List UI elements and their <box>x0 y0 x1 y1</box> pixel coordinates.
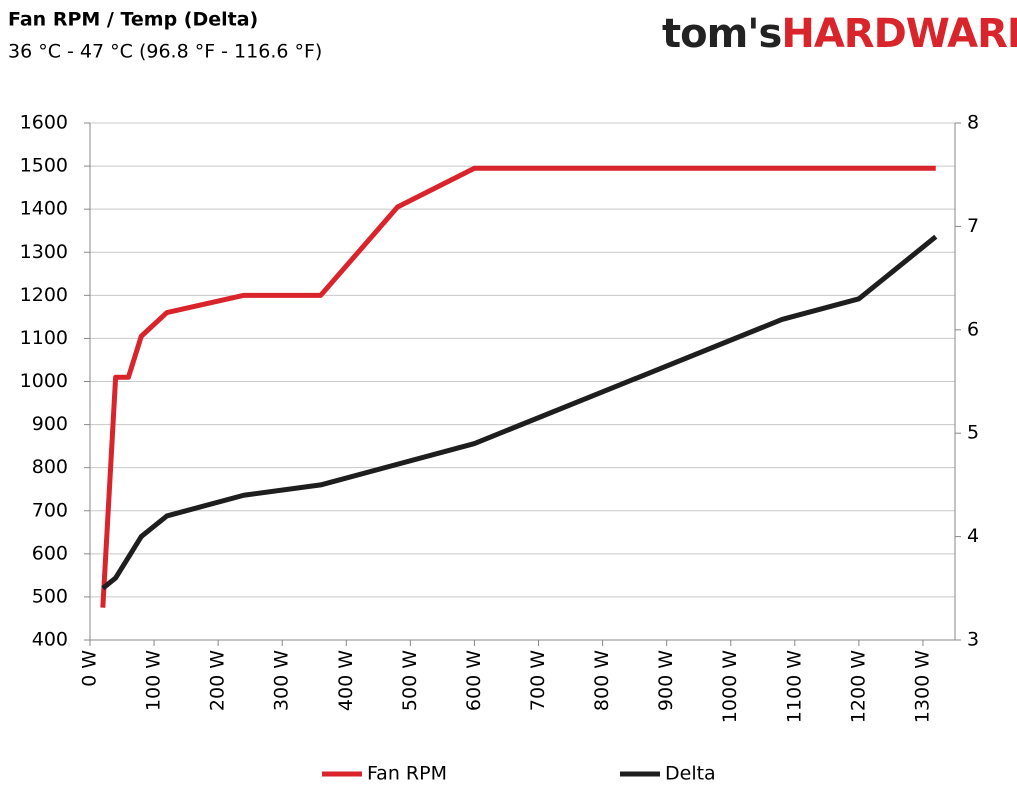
x-tick-label: 600 W <box>463 650 485 711</box>
data-line <box>100 165 936 608</box>
x-tick-label: 0 W <box>79 650 101 687</box>
y-tick-label: 1400 <box>20 198 68 220</box>
y-tick-label: 1300 <box>20 241 68 263</box>
y-tick-label: 1000 <box>20 370 68 392</box>
y-tick-label: 800 <box>32 456 68 478</box>
y-tick-label: 900 <box>32 413 68 435</box>
x-tick-label: 1300 W <box>911 650 933 723</box>
y-tick-label: 1200 <box>20 284 68 306</box>
y-tick-label: 1100 <box>20 327 68 349</box>
x-tick-label: 400 W <box>335 650 357 711</box>
legend-label: Fan RPM <box>367 763 447 785</box>
x-tick-label: 100 W <box>143 650 165 711</box>
y2-tick-label: 5 <box>967 422 979 444</box>
x-tick-label: 900 W <box>655 650 677 711</box>
x-tick-label: 700 W <box>527 650 549 711</box>
y2-tick-label: 3 <box>967 629 979 651</box>
x-tick-label: 200 W <box>207 650 229 711</box>
chart-subtitle: 36 °C - 47 °C (96.8 °F - 116.6 °F) <box>8 41 322 63</box>
y2-tick-label: 6 <box>967 318 979 340</box>
legend-label: Delta <box>665 763 716 785</box>
chart-title: Fan RPM / Temp (Delta) <box>8 9 258 31</box>
data-line <box>101 234 938 591</box>
y2-tick-label: 8 <box>967 112 979 134</box>
x-tick-label: 300 W <box>271 650 293 711</box>
x-tick-label: 1100 W <box>783 650 805 723</box>
y-tick-label: 400 <box>32 629 68 651</box>
logo-name: HARDWARE <box>781 11 1017 57</box>
x-tick-label: 1200 W <box>847 650 869 723</box>
logo-prefix: tom's <box>662 11 781 57</box>
logo: tom'sHARDWARE <box>662 11 1017 57</box>
y-tick-label: 600 <box>32 542 68 564</box>
y-tick-label: 1600 <box>20 112 68 134</box>
y-tick-label: 700 <box>32 499 68 521</box>
y-tick-label: 500 <box>32 585 68 607</box>
y-tick-label: 1500 <box>20 155 68 177</box>
x-tick-label: 500 W <box>399 650 421 711</box>
x-tick-label: 800 W <box>591 650 613 711</box>
x-tick-label: 1000 W <box>719 650 741 723</box>
y2-tick-label: 4 <box>967 525 979 547</box>
y2-tick-label: 7 <box>967 215 979 237</box>
